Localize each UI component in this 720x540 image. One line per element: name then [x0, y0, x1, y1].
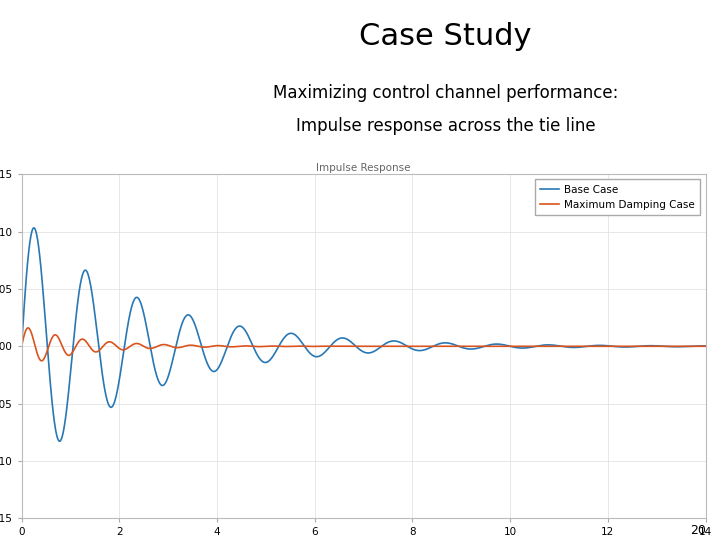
Base Case: [55, 438, 64, 444]
Base Case: [280, 334, 289, 341]
Title: Impulse Response: Impulse Response: [316, 164, 411, 173]
Line: Maximum Damping Case: Maximum Damping Case: [22, 328, 706, 361]
Text: Impulse response across the tie line: Impulse response across the tie line: [296, 117, 595, 135]
Text: 20: 20: [690, 524, 706, 537]
Text: Maximizing control channel performance:: Maximizing control channel performance:: [273, 84, 618, 102]
Maximum Damping Case: [24, 325, 32, 331]
Maximum Damping Case: [17, 343, 26, 349]
Line: Base Case: Base Case: [22, 228, 706, 441]
Base Case: [701, 343, 710, 349]
Maximum Damping Case: [280, 343, 289, 350]
Legend: Base Case, Maximum Damping Case: Base Case, Maximum Damping Case: [535, 179, 701, 215]
Base Case: [96, 354, 104, 360]
Base Case: [30, 225, 38, 231]
Base Case: [688, 343, 697, 349]
Base Case: [615, 343, 624, 350]
Maximum Damping Case: [615, 343, 624, 349]
Maximum Damping Case: [37, 357, 46, 364]
Base Case: [17, 343, 26, 349]
Base Case: [136, 300, 145, 306]
Maximum Damping Case: [701, 343, 710, 349]
Maximum Damping Case: [96, 346, 104, 353]
Maximum Damping Case: [688, 343, 697, 349]
Maximum Damping Case: [310, 343, 318, 350]
Base Case: [310, 353, 318, 359]
Maximum Damping Case: [136, 341, 145, 348]
Text: Case Study: Case Study: [359, 22, 532, 51]
